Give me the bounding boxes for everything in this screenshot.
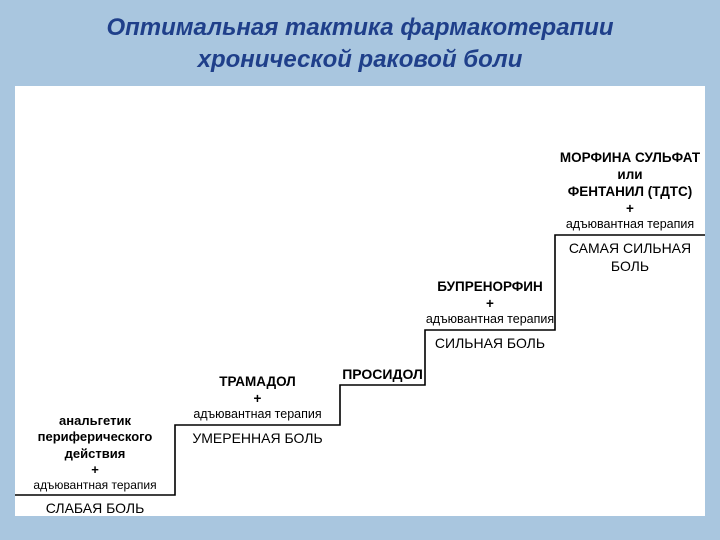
page-title: Оптимальная тактика фармакотерапии хрони… (0, 12, 720, 77)
step-0-pain-line: СЛАБАЯ БОЛЬ (46, 500, 145, 518)
step-1-treatment-line: ТРАМАДОЛ (219, 374, 296, 391)
title-line2: хронической раковой боли (198, 46, 523, 73)
step-0-treatment-line: действия (65, 446, 126, 462)
step-1-treatment-line: адъювантная терапия (193, 407, 321, 423)
step-3-treatment-line: адъювантная терапия (426, 312, 554, 328)
step-3-pain-line: СИЛЬНАЯ БОЛЬ (435, 335, 545, 353)
step-4-treatment-line: ФЕНТАНИЛ (ТДТС) (568, 184, 693, 201)
page-root: Оптимальная тактика фармакотерапии хрони… (0, 0, 720, 540)
step-diagram: анальгетикпериферическогодействия+адъюва… (15, 86, 705, 516)
step-4-pain-line: САМАЯ СИЛЬНАЯ (569, 240, 691, 258)
step-4-treatment-line: МОРФИНА СУЛЬФАТ (560, 150, 700, 167)
step-4-pain-line: БОЛЬ (611, 258, 649, 276)
step-3-treatment-line: БУПРЕНОРФИН (437, 279, 543, 296)
step-0-pain-label: СЛАБАЯ БОЛЬ (15, 498, 175, 518)
step-4-treatment-line: или (617, 167, 642, 184)
step-2-treatment-line: ПРОСИДОЛ (342, 366, 423, 384)
step-2-treatment: ПРОСИДОЛ (340, 273, 425, 383)
step-4-pain-label: САМАЯ СИЛЬНАЯБОЛЬ (555, 238, 705, 275)
step-0-treatment-line: анальгетик (59, 413, 131, 429)
step-1-treatment-line: + (254, 391, 262, 408)
step-4-treatment: МОРФИНА СУЛЬФАТилиФЕНТАНИЛ (ТДТС)+адъюва… (555, 123, 705, 233)
title-line1: Оптимальная тактика фармакотерапии (106, 14, 613, 41)
step-3-treatment-line: + (486, 296, 494, 313)
step-1-pain-label: УМЕРЕННАЯ БОЛЬ (175, 428, 340, 448)
step-0-treatment-line: + (91, 462, 99, 478)
step-0-treatment-line: адъювантная терапия (33, 478, 156, 493)
step-1-treatment: ТРАМАДОЛ+адъювантная терапия (175, 313, 340, 423)
step-4-treatment-line: адъювантная терапия (566, 217, 694, 233)
step-0-treatment-line: периферического (38, 429, 153, 445)
step-3-pain-label: СИЛЬНАЯ БОЛЬ (425, 333, 555, 353)
step-4-treatment-line: + (626, 201, 634, 218)
step-0-treatment: анальгетикпериферическогодействия+адъюва… (15, 383, 175, 493)
step-1-pain-line: УМЕРЕННАЯ БОЛЬ (192, 430, 322, 448)
step-3-treatment: БУПРЕНОРФИН+адъювантная терапия (425, 218, 555, 328)
